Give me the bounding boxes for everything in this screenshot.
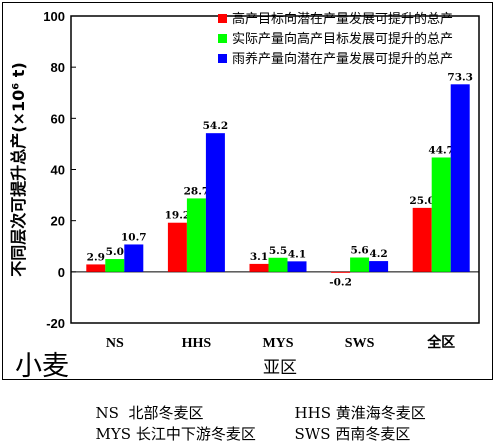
- abbr-hhs: HHS 黄淮海冬麦区: [285, 384, 426, 423]
- x-tick-label: NS: [106, 336, 124, 351]
- y-tick-label: 60: [51, 111, 65, 126]
- abbr-ns-name: 北部冬麦区: [128, 404, 204, 422]
- x-tick-label: HHS: [182, 336, 212, 351]
- data-label: 5.0: [106, 246, 124, 258]
- bar: [431, 157, 451, 272]
- chart: -20 0 20 40 60 80 100 2.9 5.0 10.7 NS 19.2 28.7 54.2 H…: [9, 9, 480, 381]
- data-label: 73.3: [447, 71, 473, 83]
- bar: [350, 257, 370, 272]
- bar: [412, 207, 432, 272]
- data-label: 10.7: [121, 231, 147, 243]
- legend-swatch: [218, 34, 227, 43]
- bar: [105, 259, 125, 272]
- data-label: 25.0: [409, 195, 435, 207]
- data-label: 2.9: [87, 251, 105, 263]
- bar: [124, 244, 144, 272]
- legend-entry: 雨养产量向潜在产量发展可提升的总产: [232, 51, 453, 67]
- bar: [167, 222, 187, 272]
- abbr-mys-name: 长江中下游冬麦区: [135, 425, 256, 443]
- chart-annotation: 小麦: [15, 351, 69, 381]
- abbr-mys: MYS 长江中下游冬麦区: [86, 405, 256, 444]
- data-label: 54.2: [203, 120, 229, 132]
- x-tick-label: MYS: [262, 336, 293, 351]
- bar: [331, 271, 351, 273]
- abbr-sws-code: SWS: [294, 425, 331, 443]
- abbr-ns-code: NS: [95, 404, 119, 422]
- legend-entry: 实际产量向高产目标发展可提升的总产: [232, 31, 453, 47]
- y-tick-label: 0: [58, 265, 65, 280]
- data-label: 44.7: [428, 144, 454, 156]
- data-label: 5.5: [269, 245, 287, 257]
- bar: [249, 263, 269, 272]
- abbr-hhs-code: HHS: [294, 404, 331, 422]
- y-tick-label: -20: [46, 316, 65, 331]
- legend-swatch: [218, 54, 227, 63]
- y-tick-label: 20: [51, 214, 65, 229]
- data-label: 19.2: [165, 210, 191, 222]
- bar: [287, 261, 307, 272]
- x-tick-label: 全区: [426, 334, 455, 351]
- data-label: 28.7: [184, 185, 210, 197]
- bar: [86, 264, 106, 272]
- y-tick-label: 80: [51, 60, 65, 75]
- abbr-sws: SWS 西南冬麦区: [285, 405, 411, 444]
- bar: [450, 84, 470, 272]
- legend-swatch: [218, 14, 227, 23]
- y-tick-label: 100: [43, 9, 65, 24]
- data-label: -0.2: [329, 276, 352, 288]
- abbr-mys-code: MYS: [95, 425, 132, 443]
- y-tick-label: 40: [51, 163, 65, 178]
- bar: [205, 133, 225, 272]
- abbr-sws-name: 西南冬麦区: [335, 425, 411, 443]
- bar: [186, 198, 206, 272]
- x-axis-label: 亚区: [263, 358, 297, 378]
- data-label: 4.1: [288, 248, 306, 260]
- data-label: 4.2: [369, 248, 387, 260]
- data-label: 3.1: [250, 251, 268, 263]
- y-axis-label: 不同层次可提升总产(×10⁶ t): [9, 62, 28, 277]
- abbr-ns: NS 北部冬麦区: [86, 384, 204, 423]
- abbr-hhs-name: 黄淮海冬麦区: [335, 404, 426, 422]
- x-tick-label: SWS: [345, 336, 375, 351]
- chart-frame: -20 0 20 40 60 80 100 2.9 5.0 10.7 NS 19.2 28.7 54.2 H…: [2, 2, 493, 381]
- bar: [268, 257, 288, 272]
- data-label: 5.6: [350, 245, 368, 257]
- bar: [369, 261, 389, 272]
- legend-entry: 高产目标向潜在产量发展可提升的总产: [232, 11, 453, 27]
